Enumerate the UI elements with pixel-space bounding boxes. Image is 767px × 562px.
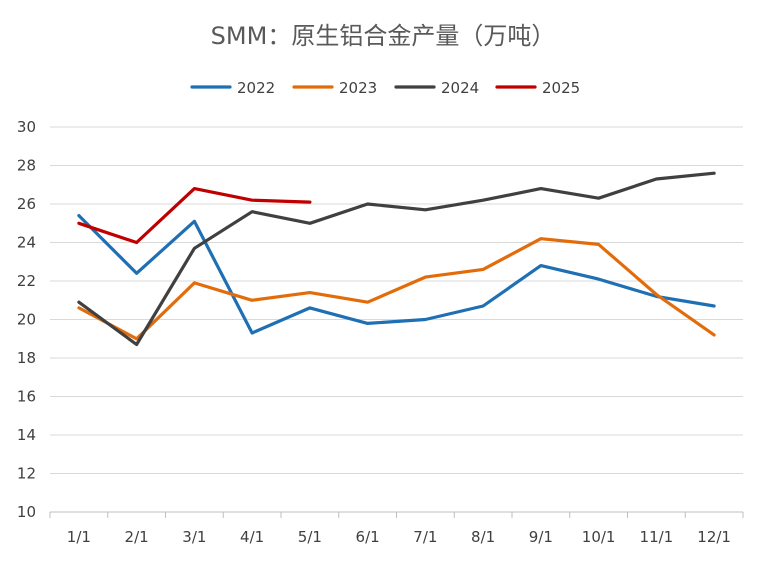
legend-label: 2023 (339, 79, 377, 97)
y-tick-label: 24 (17, 234, 36, 252)
x-tick-label: 11/1 (640, 528, 674, 546)
y-axis: 10 12 14 16 18 20 22 24 26 28 30 (17, 118, 36, 521)
legend-label: 2024 (441, 79, 479, 97)
y-tick-label: 12 (17, 465, 36, 483)
y-tick-label: 28 (17, 157, 36, 175)
legend-item-2025: 2025 (495, 79, 580, 97)
legend-item-2022: 2022 (190, 79, 275, 97)
y-tick-label: 26 (17, 195, 36, 213)
x-tick-label: 5/1 (298, 528, 322, 546)
series-line-2025 (77, 187, 312, 245)
y-tick-label: 14 (17, 426, 36, 444)
y-tick-label: 30 (17, 118, 36, 136)
y-tick-label: 10 (17, 503, 36, 521)
legend: 2022 2023 2024 2025 (190, 79, 580, 97)
y-tick-label: 18 (17, 349, 36, 367)
series-line-2024 (77, 171, 716, 347)
chart-title: SMM：原生铝合金产量（万吨） (211, 22, 556, 50)
x-tick-label: 6/1 (356, 528, 380, 546)
series-line-2022 (77, 214, 716, 335)
x-tick-label: 3/1 (182, 528, 206, 546)
series-line-2023 (77, 237, 716, 341)
x-tick-label: 4/1 (240, 528, 264, 546)
y-tick-label: 20 (17, 311, 36, 329)
x-axis: 1/1 2/1 3/1 4/1 5/1 6/1 7/1 8/1 9/1 10/1 11/1 12/1 (49, 512, 744, 546)
x-tick-label: 7/1 (413, 528, 437, 546)
legend-label: 2022 (237, 79, 275, 97)
x-tick-label: 12/1 (697, 528, 731, 546)
x-tick-label: 8/1 (471, 528, 495, 546)
y-tick-label: 22 (17, 272, 36, 290)
legend-label: 2025 (542, 79, 580, 97)
x-tick-label: 1/1 (67, 528, 91, 546)
series-lines (77, 171, 716, 347)
y-tick-label: 16 (17, 388, 36, 406)
legend-item-2024: 2024 (394, 79, 479, 97)
legend-item-2023: 2023 (292, 79, 377, 97)
x-tick-label: 2/1 (125, 528, 149, 546)
x-tick-label: 9/1 (529, 528, 553, 546)
x-tick-label: 10/1 (582, 528, 616, 546)
